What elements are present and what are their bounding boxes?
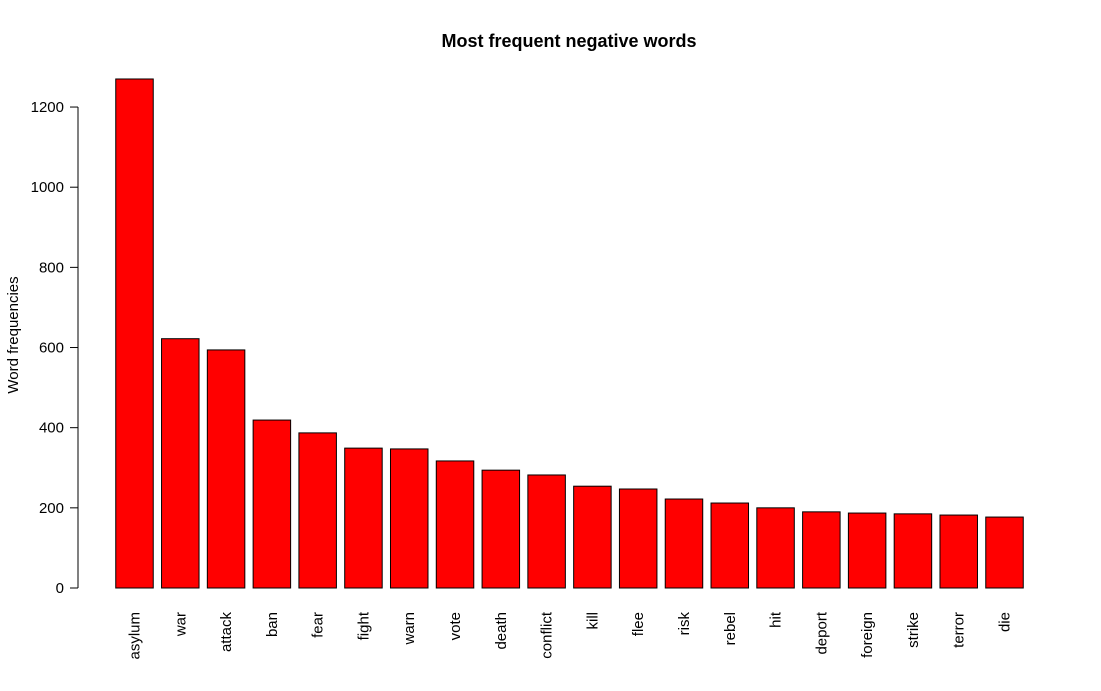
x-tick-label: attack (218, 612, 235, 653)
x-tick-label: kill (584, 612, 601, 630)
bar (893, 513, 933, 589)
chart-title: Most frequent negative words (441, 31, 696, 51)
bar (618, 488, 658, 589)
x-tick-label: conflict (539, 611, 556, 659)
x-tick-label: vote (447, 612, 464, 640)
x-tick-label: war (172, 612, 189, 637)
bar (435, 460, 475, 589)
y-tick-label: 1200 (31, 99, 64, 116)
bar (115, 78, 154, 589)
bar (527, 474, 566, 589)
bar (344, 447, 383, 589)
x-tick-label: risk (676, 612, 693, 636)
bar (252, 419, 292, 589)
bar (389, 448, 429, 589)
y-axis-label: Word frequencies (5, 276, 22, 393)
x-tick-label: death (493, 612, 510, 650)
x-tick-label: foreign (859, 612, 876, 658)
bar (573, 485, 612, 589)
x-tick-label: strike (905, 612, 922, 648)
bar (802, 511, 841, 589)
x-tick-label: fear (310, 612, 327, 638)
x-tick-label: die (997, 612, 1014, 632)
bar (161, 338, 200, 589)
bar (756, 507, 795, 589)
x-tick-label: terror (951, 612, 968, 648)
y-tick-label: 600 (39, 340, 64, 357)
bar (710, 502, 750, 589)
y-tick-label: 1000 (31, 179, 64, 196)
x-tick-label: flee (630, 612, 647, 636)
x-tick-label: warn (401, 612, 418, 646)
bar (481, 469, 521, 589)
y-tick-label: 200 (39, 500, 64, 517)
bar (206, 349, 246, 589)
bar (664, 498, 704, 589)
bar (985, 516, 1024, 589)
x-tick-label: fight (355, 611, 372, 640)
y-tick-label: 400 (39, 420, 64, 437)
x-tick-label: deport (813, 611, 830, 654)
y-tick-label: 0 (56, 580, 64, 597)
bar (939, 514, 978, 589)
y-tick-label: 800 (39, 259, 64, 276)
x-tick-label: asylum (127, 612, 144, 660)
x-tick-label: hit (768, 611, 785, 628)
x-tick-label: ban (264, 612, 281, 637)
bar (298, 432, 337, 589)
x-tick-label: rebel (722, 612, 739, 645)
bar (847, 512, 887, 589)
